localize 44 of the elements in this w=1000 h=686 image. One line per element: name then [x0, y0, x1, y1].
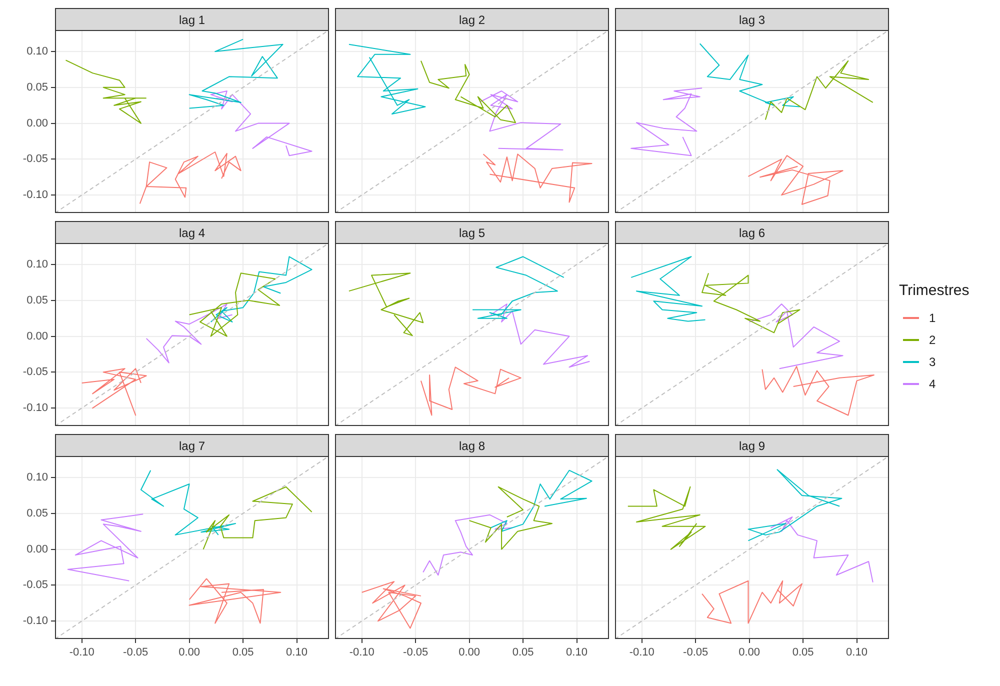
x-tick-label: 0.05 — [512, 646, 534, 659]
y-tick-label: -0.05 — [22, 579, 48, 592]
y-tick-label: 0.05 — [26, 81, 48, 94]
x-tick-label: 0.00 — [458, 646, 480, 659]
x-tick-label: 0.10 — [566, 646, 588, 659]
chart-title: lag 4 — [55, 221, 329, 243]
legend-label: 2 — [929, 333, 936, 347]
y-tick-label: 0.10 — [26, 46, 48, 58]
y-tick-label: 0.10 — [26, 258, 48, 271]
chart-title: lag 6 — [615, 221, 889, 243]
x-tick-label: -0.10 — [629, 646, 654, 659]
chart-title: lag 5 — [335, 221, 609, 243]
y-tick-label: 0.00 — [26, 117, 48, 130]
y-tick-label: 0.10 — [26, 472, 48, 484]
chart-title: lag 3 — [615, 8, 889, 30]
y-tick-label: -0.05 — [22, 153, 48, 166]
x-tick-label: 0.10 — [846, 646, 868, 659]
y-tick-label: 0.05 — [26, 294, 48, 306]
chart-title: lag 8 — [335, 434, 609, 456]
y-tick-label: -0.10 — [22, 189, 48, 202]
x-tick-label: -0.05 — [683, 646, 708, 659]
legend-label: 1 — [929, 311, 936, 325]
y-tick-label: -0.10 — [22, 402, 48, 414]
x-tick-label: 0.00 — [738, 646, 760, 659]
x-tick-label: -0.05 — [403, 646, 428, 659]
x-tick-label: -0.10 — [69, 646, 94, 659]
legend-title: Trimestres — [899, 282, 970, 299]
chart-title: lag 1 — [55, 8, 329, 30]
y-tick-label: 0.05 — [26, 507, 48, 520]
y-tick-label: 0.00 — [26, 543, 48, 556]
y-tick-label: 0.00 — [26, 330, 48, 342]
x-tick-label: -0.05 — [123, 646, 148, 659]
y-tick-label: -0.05 — [22, 366, 48, 378]
x-tick-label: 0.05 — [792, 646, 814, 659]
chart-title: lag 9 — [615, 434, 889, 456]
chart-title: lag 7 — [55, 434, 329, 456]
legend-label: 3 — [929, 355, 936, 369]
x-tick-label: 0.00 — [178, 646, 200, 659]
x-tick-label: 0.05 — [232, 646, 254, 659]
x-tick-label: 0.10 — [286, 646, 308, 659]
legend-label: 4 — [929, 377, 936, 391]
chart-title: lag 2 — [335, 8, 609, 30]
y-tick-label: -0.10 — [22, 615, 48, 628]
x-tick-label: -0.10 — [349, 646, 374, 659]
